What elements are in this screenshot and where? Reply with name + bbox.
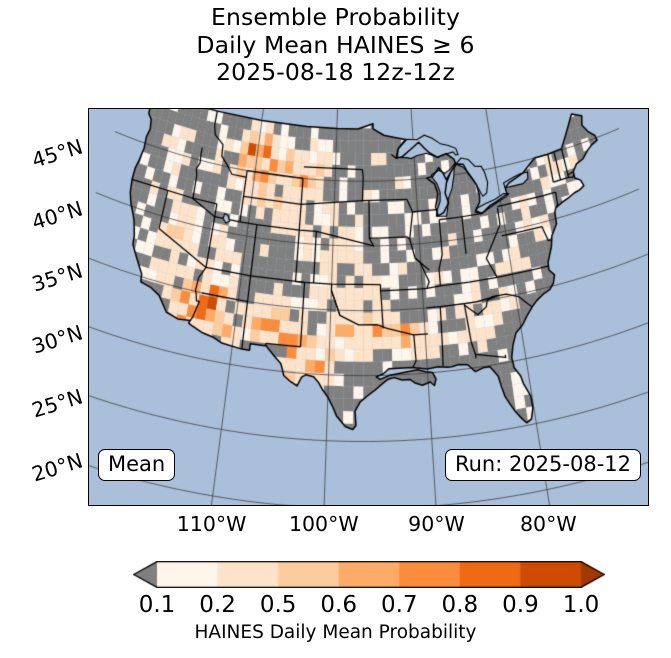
colorbar-tick-0-2: 0.2 — [199, 592, 236, 618]
colorbar-axis-label: HAINES Daily Mean Probability — [194, 622, 477, 643]
lon-tick-110w: 110°W — [176, 512, 247, 536]
lat-tick-25n: 25°N — [29, 384, 86, 423]
colorbar-tick-0-5: 0.5 — [259, 592, 297, 618]
probability-heatmap-canvas — [88, 108, 649, 506]
colorbar-tick-0-6: 0.6 — [320, 592, 357, 618]
title-line-2: Daily Mean HAINES ≥ 6 — [196, 30, 475, 59]
model-run-badge: Run: 2025-08-12 — [444, 449, 641, 482]
lon-tick-90w: 90°W — [408, 512, 465, 536]
colorbar[interactable] — [133, 561, 605, 588]
colorbar-tick-0-8: 0.8 — [441, 592, 479, 618]
lat-tick-40n: 40°N — [29, 196, 86, 235]
colorbar-gradient — [133, 561, 605, 588]
chart-title: Ensemble Probability Daily Mean HAINES ≥… — [0, 3, 671, 87]
lon-tick-100w: 100°W — [288, 512, 359, 536]
ensemble-member-badge: Mean — [98, 449, 176, 482]
map-plot-area[interactable]: Mean Run: 2025-08-12 — [88, 108, 649, 506]
colorbar-tick-0-7: 0.7 — [380, 592, 418, 618]
title-line-3: 2025-08-18 12z-12z — [216, 58, 455, 87]
colorbar-tick-1-0: 1.0 — [562, 592, 600, 618]
lat-tick-20n: 20°N — [29, 448, 86, 487]
colorbar-tick-0-1: 0.1 — [138, 592, 176, 618]
lat-tick-35n: 35°N — [29, 258, 86, 297]
lat-tick-45n: 45°N — [29, 134, 86, 173]
lon-tick-80w: 80°W — [519, 512, 577, 536]
colorbar-tick-0-9: 0.9 — [502, 592, 539, 618]
lat-tick-30n: 30°N — [29, 320, 86, 360]
title-line-1: Ensemble Probability — [211, 3, 460, 31]
